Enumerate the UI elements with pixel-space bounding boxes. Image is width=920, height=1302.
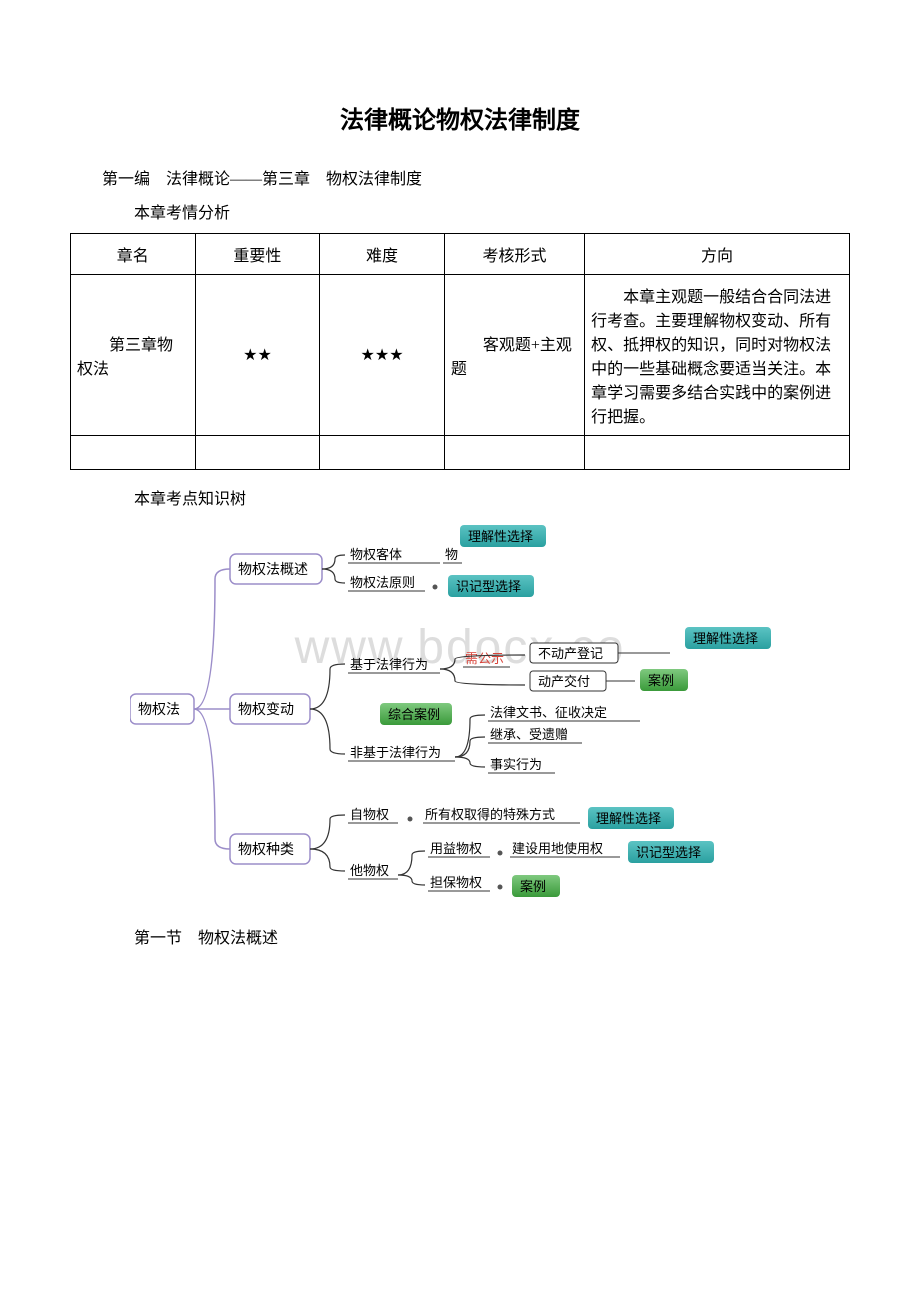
tree-svg: 物权法 物权法概述 理解性选择 物权客体 物 物权法原则 识记型选择: [130, 519, 830, 899]
b1-c2: 物权法原则: [350, 575, 415, 590]
analysis-table: 章名 重要性 难度 考核形式 方向 第三章物权法 ★★ ★★★ 客观题+主观题 …: [70, 233, 850, 470]
td-chapter: 第三章物权法: [71, 275, 196, 436]
b3-c1a: 所有权取得的特殊方式: [425, 807, 555, 822]
th-direction: 方向: [585, 234, 850, 275]
b3-bk-top: [310, 815, 345, 849]
b2-c2: 非基于法律行为: [350, 745, 441, 760]
b2-bk-bot: [310, 709, 345, 754]
section1-heading: 第一节 物权法概述: [70, 924, 850, 948]
table-empty-row: [71, 436, 850, 470]
b3-c2a: 用益物权: [430, 841, 482, 856]
root-label: 物权法: [138, 702, 180, 718]
b2-tag-case-r-text: 案例: [648, 673, 674, 688]
b3-tag-b-text: 识记型选择: [636, 845, 701, 860]
b3-c2b: 担保物权: [430, 875, 482, 890]
b2-c2-bk-b: [455, 737, 485, 757]
analysis-heading: 本章考情分析: [70, 199, 850, 223]
b2-tag-case-mid-text: 综合案例: [388, 707, 440, 722]
td-direction: 本章主观题一般结合合同法进行考查。主要理解物权变动、所有权、抵押权的知识，同时对…: [585, 275, 850, 436]
th-importance: 重要性: [195, 234, 320, 275]
page-title: 法律概论物权法律制度: [70, 100, 850, 135]
b3-c2b-dot: [498, 885, 503, 890]
b1-c1: 物权客体: [350, 547, 402, 562]
b2-label: 物权变动: [238, 702, 294, 718]
b1-tag-top-text: 理解性选择: [468, 529, 533, 544]
b2-c1-red: 需公示: [465, 651, 504, 666]
th-chapter: 章名: [71, 234, 196, 275]
b3-c2-bk-b: [398, 875, 425, 885]
b3-tag-c-text: 案例: [520, 879, 546, 894]
b3-c2-bk-a: [398, 851, 425, 875]
b1-bk-top: [322, 555, 345, 569]
th-difficulty: 难度: [320, 234, 445, 275]
b2-c2-bk-c: [455, 757, 485, 767]
b2-c1b: 动产交付: [538, 674, 590, 689]
th-examform: 考核形式: [444, 234, 584, 275]
td-difficulty: ★★★: [320, 275, 445, 436]
knowledge-tree-diagram: 物权法 物权法概述 理解性选择 物权客体 物 物权法原则 识记型选择: [70, 519, 850, 904]
b2-c2a: 法律文书、征收决定: [490, 705, 607, 720]
b2-c2c: 事实行为: [490, 757, 542, 772]
b2-c1a: 不动产登记: [538, 646, 603, 661]
b2-c2-bk-a: [455, 715, 485, 757]
table-row: 第三章物权法 ★★ ★★★ 客观题+主观题 本章主观题一般结合合同法进行考查。主…: [71, 275, 850, 436]
b1-c1-end: 物: [445, 547, 458, 562]
b2-tag-top-text: 理解性选择: [693, 631, 758, 646]
document-content: 法律概论物权法律制度 第一编 法律概论——第三章 物权法律制度 本章考情分析 章…: [70, 100, 850, 948]
b2-c1-bk-bot: [440, 669, 525, 685]
curve-b1: [194, 569, 230, 709]
b1-label: 物权法概述: [238, 562, 308, 578]
b2-bk-top: [310, 664, 345, 709]
b3-bk-bot: [310, 849, 345, 871]
td-importance: ★★: [195, 275, 320, 436]
td-examform: 客观题+主观题: [444, 275, 584, 436]
table-header-row: 章名 重要性 难度 考核形式 方向: [71, 234, 850, 275]
b1-bk-bot: [322, 569, 345, 583]
b2-c1: 基于法律行为: [350, 657, 428, 672]
tree-heading: 本章考点知识树: [70, 485, 850, 509]
b2-c2b: 继承、受遗赠: [490, 727, 568, 742]
b3-tag-a-text: 理解性选择: [596, 811, 661, 826]
b3-c2a-end: 建设用地使用权: [512, 841, 603, 856]
b3-c2: 他物权: [350, 863, 389, 878]
b3-c1: 自物权: [350, 807, 389, 822]
b3-c1-dot: [408, 817, 413, 822]
curve-b3: [194, 709, 230, 849]
b1-tag-bot-text: 识记型选择: [456, 579, 521, 594]
b3-c2a-dot: [498, 851, 503, 856]
b1-c2-dot: [433, 585, 438, 590]
b3-label: 物权种类: [238, 842, 294, 858]
breadcrumb: 第一编 法律概论——第三章 物权法律制度: [70, 165, 850, 189]
